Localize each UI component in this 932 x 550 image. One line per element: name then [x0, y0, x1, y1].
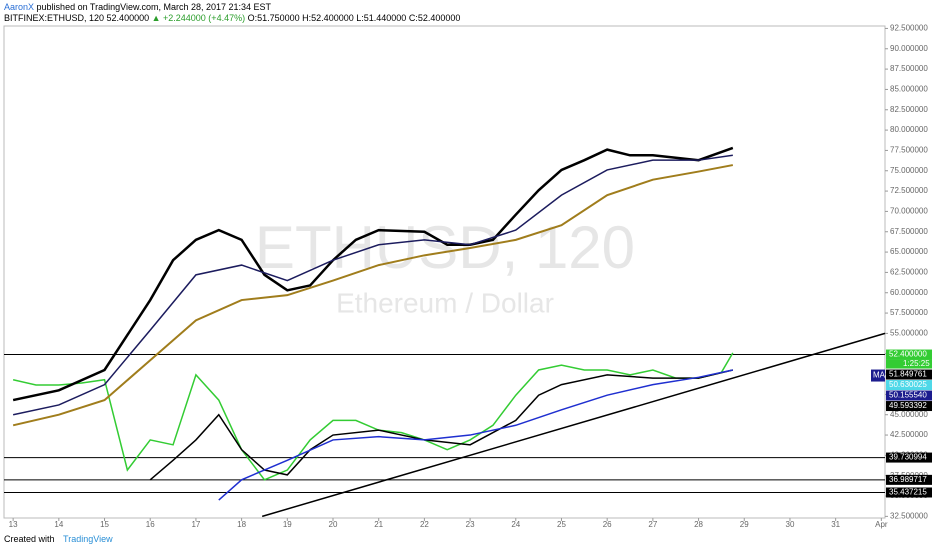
level-label: 39.730994: [889, 453, 927, 462]
x-tick-label: 20: [329, 520, 338, 529]
y-tick-label: 57.500000: [890, 308, 928, 317]
series-line: [261, 332, 886, 518]
y-tick-label: 72.500000: [890, 186, 928, 195]
series-line: [12, 154, 733, 416]
y-tick-label: 75.000000: [890, 166, 928, 175]
marker-label: 50.155540: [889, 391, 927, 400]
x-tick-label: 23: [466, 520, 475, 529]
y-tick-label: 90.000000: [890, 44, 928, 53]
level-label: 36.989717: [889, 475, 927, 484]
marker-label: 50.630025: [889, 380, 927, 389]
indicator-bg: [871, 369, 885, 382]
x-tick-label: 15: [100, 520, 109, 529]
marker-bg: [886, 380, 932, 391]
y-tick-label: 32.500000: [890, 511, 928, 520]
header-line: BITFINEX:ETHUSD, 120 52.400000 ▲ +2.2440…: [4, 13, 460, 23]
symbol: BITFINEX:ETHUSD, 120: [4, 13, 105, 23]
y-tick-label: 55.000000: [890, 329, 928, 338]
marker-bg: [886, 390, 932, 401]
published: published on TradingView.com, March 28, …: [36, 2, 272, 12]
series-line: [12, 146, 734, 402]
y-tick-label: 45.000000: [890, 410, 928, 419]
x-tick-label: Apr: [875, 520, 888, 529]
y-tick-label: 65.000000: [890, 247, 928, 256]
x-tick-label: 26: [603, 520, 612, 529]
series-line: [218, 369, 733, 501]
x-tick-label: 27: [648, 520, 657, 529]
x-tick-label: 19: [283, 520, 292, 529]
x-tick-label: 18: [237, 520, 246, 529]
y-tick-label: 85.000000: [890, 85, 928, 94]
x-tick-label: 30: [786, 520, 795, 529]
x-tick-label: 24: [511, 520, 520, 529]
watermark: ETHUSD, 120: [255, 214, 635, 281]
x-tick-label: 16: [146, 520, 155, 529]
open: O:51.750000: [247, 13, 300, 23]
level-label: 35.437215: [889, 488, 927, 497]
level-label-bg: [886, 452, 932, 463]
y-tick-label: 80.000000: [890, 125, 928, 134]
change: ▲ +2.244000 (+4.47%): [151, 13, 246, 23]
y-tick-label: 62.500000: [890, 268, 928, 277]
marker-label: 49.593392: [889, 401, 927, 410]
author[interactable]: AaronX: [4, 2, 35, 12]
marker-label: 51.849761: [889, 370, 927, 379]
created: Created with: [4, 534, 55, 544]
x-tick-label: 21: [374, 520, 383, 529]
footer: Created with TradingView: [4, 534, 113, 544]
x-tick-label: 17: [191, 520, 200, 529]
header-line: AaronX published on TradingView.com, Mar…: [4, 2, 271, 12]
countdown-bg: [886, 359, 932, 369]
countdown: 1:25:25: [903, 359, 930, 368]
x-tick-label: 28: [694, 520, 703, 529]
indicator: MA: [873, 371, 886, 380]
level-label-bg: [886, 487, 932, 498]
high: H:52.400000: [302, 13, 354, 23]
level-label: 52.400000: [889, 350, 927, 359]
x-tick-label: 22: [420, 520, 429, 529]
series-line: [12, 164, 734, 427]
x-tick-label: 25: [557, 520, 566, 529]
marker-bg: [886, 401, 932, 412]
y-tick-label: 77.500000: [890, 146, 928, 155]
x-tick-label: 13: [9, 520, 18, 529]
y-tick-label: 82.500000: [890, 105, 928, 114]
series-line: [12, 352, 734, 481]
x-tick-label: 29: [740, 520, 749, 529]
close: C:52.400000: [408, 13, 461, 23]
y-tick-label: 87.500000: [890, 64, 928, 73]
y-tick-label: 67.500000: [890, 227, 928, 236]
brand[interactable]: TradingView: [63, 534, 113, 544]
x-tick-label: 14: [54, 520, 63, 529]
y-tick-label: 42.500000: [890, 430, 928, 439]
marker-bg: [886, 369, 932, 380]
y-tick-label: 92.500000: [890, 24, 928, 33]
x-tick-label: 31: [831, 520, 840, 529]
last: 52.400000: [106, 13, 150, 23]
level-label-bg: [886, 349, 932, 360]
watermark-sub: Ethereum / Dollar: [336, 287, 554, 318]
y-tick-label: 70.000000: [890, 207, 928, 216]
low: L:51.440000: [356, 13, 407, 23]
y-tick-label: 60.000000: [890, 288, 928, 297]
level-label-bg: [886, 474, 932, 485]
series-line: [149, 369, 734, 481]
